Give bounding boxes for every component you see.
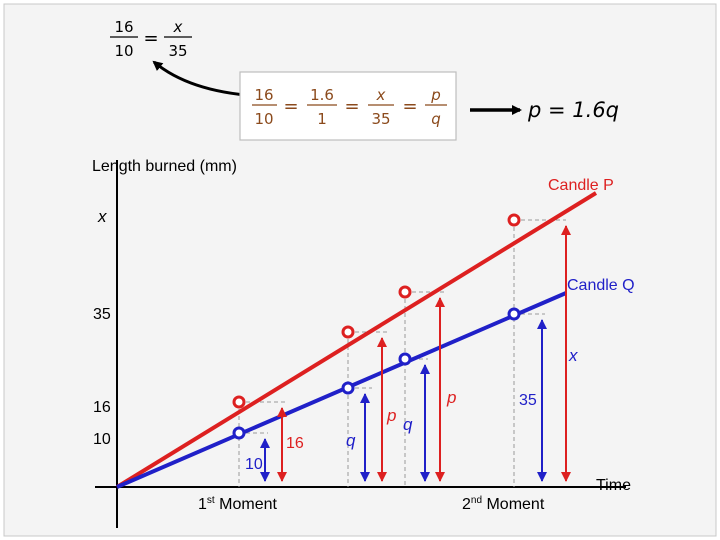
x-axis-label: Time — [596, 477, 631, 494]
label-16-red: 16 — [286, 435, 304, 452]
candle-q-point — [507, 307, 521, 321]
top-left-proportion: 16 10 = x 35 — [110, 18, 192, 60]
second-moment-label: 2nd Moment — [462, 495, 545, 513]
chain-f2-den: 1 — [317, 110, 327, 128]
candle-p-point — [232, 395, 246, 409]
label-p-red: p — [386, 406, 396, 425]
guide-lines — [238, 219, 566, 487]
top-fraction-num2: x — [173, 18, 183, 36]
y-tick-35: 35 — [93, 306, 111, 323]
candle-q-point — [398, 352, 412, 366]
chain-eq-1: = — [283, 96, 298, 117]
chain-f3-num: x — [376, 86, 386, 104]
result-equation: p = 1.6q — [527, 98, 619, 122]
proportion-box-frame — [239, 71, 457, 141]
top-fraction-den2: 35 — [168, 42, 187, 60]
chain-f4-num: p — [430, 86, 441, 104]
chain-eq-3: = — [402, 96, 417, 117]
label-x-blue: x — [568, 346, 578, 365]
measure-labels: 16 10 q p q p x 35 — [245, 346, 578, 473]
y-tick-x: x — [97, 207, 107, 226]
chain-f3-den: 35 — [371, 110, 390, 128]
chain-f4-den: q — [431, 110, 441, 128]
top-fraction-num1: 16 — [114, 18, 133, 36]
candle-p-point — [398, 285, 412, 299]
candle-q-points — [232, 307, 521, 440]
candle-q-label: Candle Q — [567, 277, 635, 294]
candle-p-point — [341, 325, 355, 339]
chain-f2-num: 1.6 — [310, 86, 334, 104]
candle-q-line — [116, 291, 567, 489]
label-q-blue: q — [346, 431, 356, 450]
label-10-blue: 10 — [245, 456, 263, 473]
candle-q-point — [341, 381, 355, 395]
label-p2-red: p — [446, 388, 456, 407]
y-tick-10: 10 — [93, 431, 111, 448]
axes: Length burned (mm) Time x 35 16 10 — [92, 158, 631, 528]
label-q2-blue: q — [403, 415, 413, 434]
y-tick-16: 16 — [93, 399, 111, 416]
candle-p-label: Candle P — [548, 177, 614, 194]
y-axis-label: Length burned (mm) — [92, 158, 237, 175]
candle-p-point — [507, 213, 521, 227]
chain-eq-2: = — [344, 96, 359, 117]
top-fraction-den1: 10 — [114, 42, 133, 60]
chain-f1-den: 10 — [254, 110, 273, 128]
chain-f1-num: 16 — [254, 86, 273, 104]
measure-arrows — [260, 225, 571, 482]
candle-p-points — [232, 213, 521, 409]
first-moment-label: 1st Moment — [198, 495, 277, 513]
proportion-box: 16 10 = 1.6 1 = x 35 = p q — [239, 71, 457, 141]
candle-p-line — [115, 191, 598, 489]
candle-q-point — [232, 426, 246, 440]
top-fraction-equals: = — [143, 28, 158, 49]
label-35-blue: 35 — [519, 392, 537, 409]
